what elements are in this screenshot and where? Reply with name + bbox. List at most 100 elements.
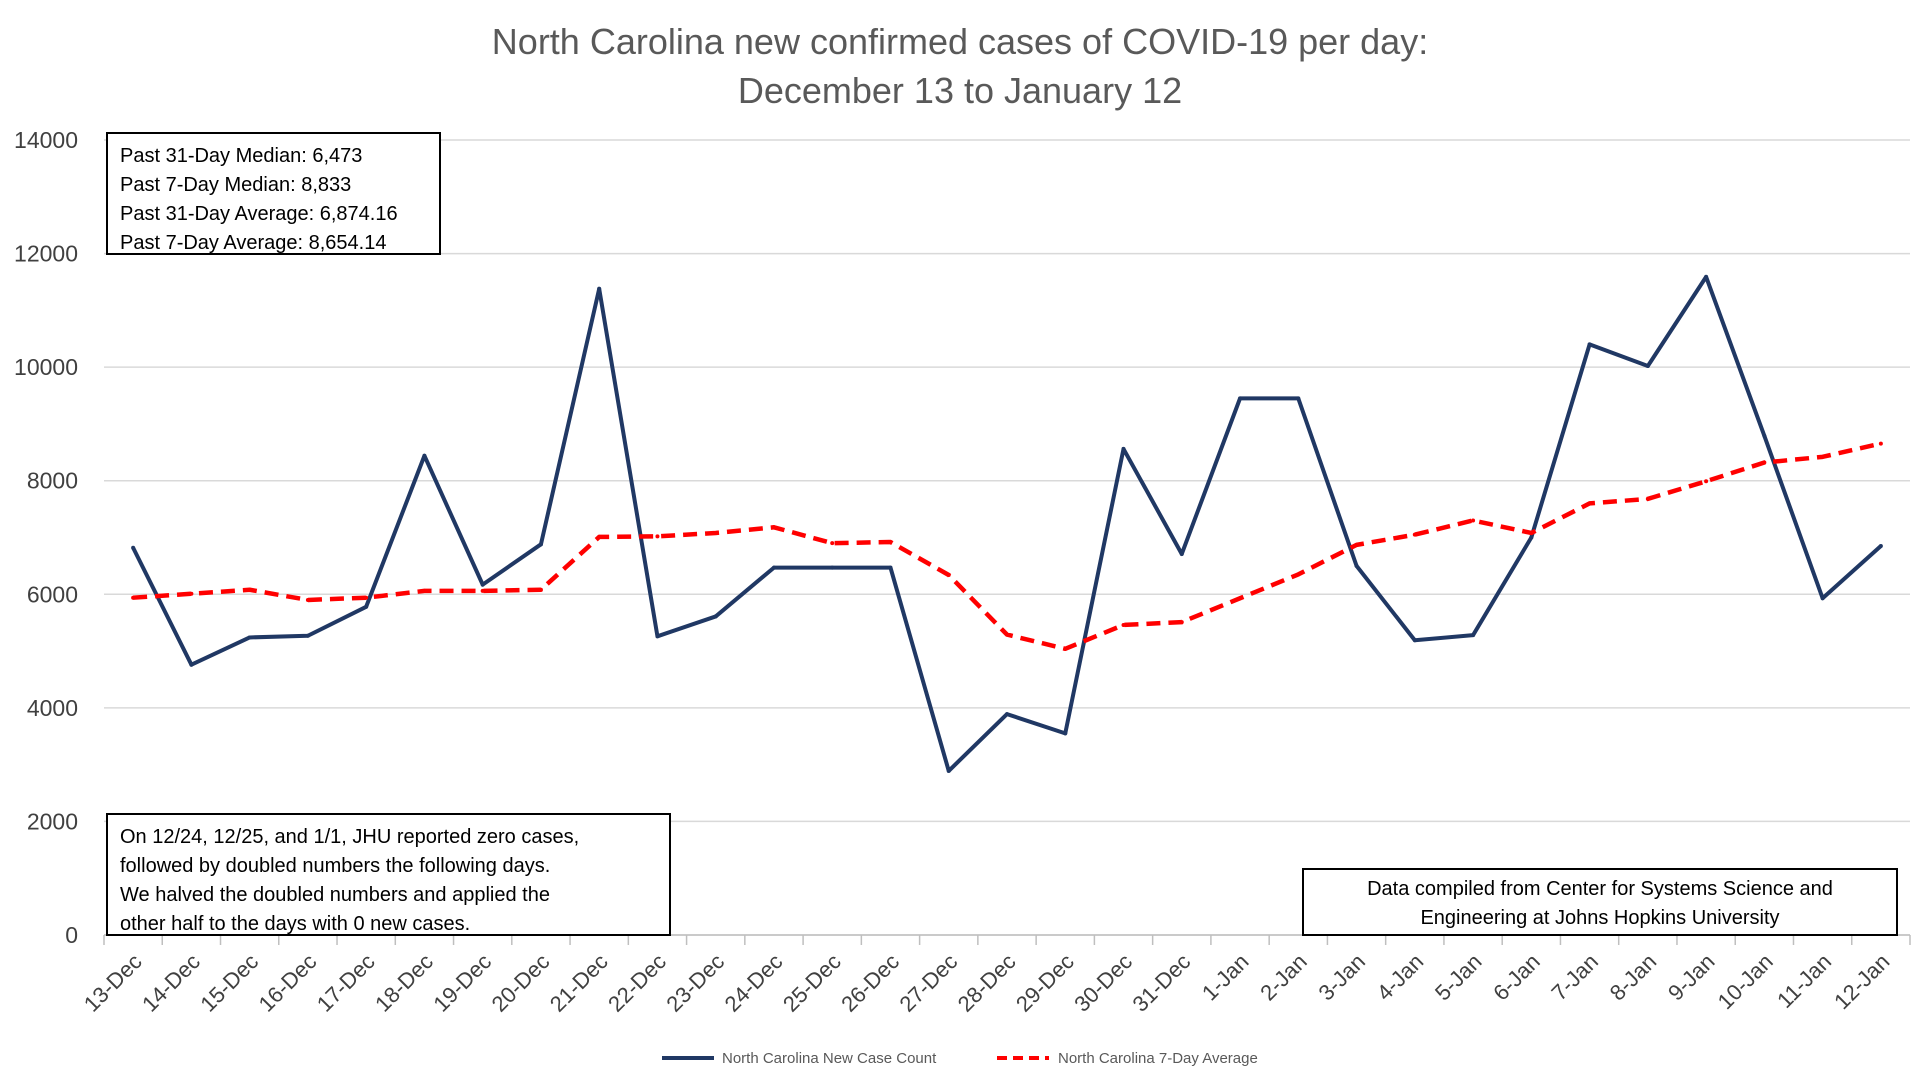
x-tick-label: 26-Dec [836,949,904,1017]
average-point [1645,496,1650,501]
x-tick-label: 18-Dec [370,949,438,1017]
x-tick-label: 27-Dec [894,949,962,1017]
y-tick-label: 12000 [14,241,78,267]
average-point [1005,632,1009,637]
note-line: other half to the days with 0 new cases. [120,913,471,935]
new-cases-point [1296,396,1301,401]
new-cases-point [1762,433,1767,438]
source-line: Engineering at Johns Hopkins University [1420,907,1780,929]
average-point [1529,530,1534,535]
x-tick-label: 16-Dec [254,949,322,1017]
new-cases-point [189,662,194,667]
average-point [1063,646,1068,651]
new-cases-point [1121,446,1126,451]
x-tick-label: 3-Jan [1313,949,1370,1006]
x-tick-label: 15-Dec [195,949,263,1017]
average-point [538,587,543,592]
stats-line: Past 31-Day Median: 6,473 [120,145,363,167]
average-point [1121,622,1126,627]
average-point [1820,454,1825,459]
average-point [305,597,310,602]
new-cases-point [422,453,427,458]
x-axis: 13-Dec14-Dec15-Dec16-Dec17-Dec18-Dec19-D… [79,934,1911,1017]
new-cases-point [1878,544,1883,549]
x-tick-label: 1-Jan [1197,949,1254,1006]
new-cases-point [946,768,951,773]
average-point [189,591,194,596]
data-source-note: Data compiled from Center for Systems Sc… [1302,868,1898,936]
x-tick-label: 4-Jan [1372,949,1429,1006]
average-point [771,525,776,530]
x-tick-label: 11-Jan [1772,949,1836,1013]
new-cases-point [1471,633,1476,638]
average-point [1878,441,1883,446]
average-point [247,587,252,592]
legend-label-7-day-average: North Carolina 7-Day Average [1058,1050,1258,1067]
series-line-7-day-average [132,441,1882,652]
y-tick-label: 10000 [14,354,78,380]
x-tick-label: 14-Dec [137,949,205,1017]
average-point [1704,479,1709,484]
y-tick-label: 14000 [14,127,78,153]
average-point [597,534,602,539]
average-point [364,595,369,600]
average-point [830,541,835,546]
new-cases-point [1587,342,1592,347]
new-cases-point [713,614,718,619]
x-tick-label: 29-Dec [1011,949,1079,1017]
y-tick-label: 8000 [27,468,78,494]
y-tick-label: 6000 [27,581,78,607]
average-point [1412,532,1417,537]
x-tick-label: 10-Jan [1713,949,1778,1014]
new-cases-point [131,545,136,550]
note-line: On 12/24, 12/25, and 1/1, JHU reported z… [120,826,580,848]
new-cases-point [1354,563,1359,568]
x-tick-label: 2-Jan [1255,949,1312,1006]
x-tick-label: 7-Jan [1547,949,1604,1006]
average-point [655,534,660,539]
x-tick-label: 9-Jan [1663,949,1720,1006]
stats-annotation-box: Past 31-Day Median: 6,473 Past 7-Day Med… [106,132,441,255]
stats-line: Past 31-Day Average: 6,874.16 [120,203,398,225]
chart-title-line-1: North Carolina new confirmed cases of CO… [492,21,1428,62]
x-tick-label: 6-Jan [1488,949,1545,1006]
new-cases-point [247,635,252,640]
x-tick-label: 13-Dec [79,949,147,1017]
chart-title-line-2: December 13 to January 12 [738,70,1182,111]
y-tick-label: 4000 [27,695,78,721]
average-point [1354,542,1359,547]
y-tick-label: 2000 [27,808,78,834]
average-point [131,595,136,600]
average-point [1296,572,1301,577]
series-line-new-cases [131,274,1883,773]
x-tick-label: 28-Dec [953,949,1021,1017]
new-cases-point [830,565,835,570]
new-cases-point [538,542,543,547]
x-tick-label: 22-Dec [603,949,671,1017]
new-cases-point [771,565,776,570]
average-point [480,588,485,593]
average-point [1762,460,1767,465]
new-cases-point [305,633,310,638]
average-point [1238,596,1243,601]
average-point [1179,620,1184,625]
x-tick-label: 31-Dec [1127,949,1195,1017]
x-tick-label: 24-Dec [720,949,788,1017]
average-point [888,540,893,545]
average-point [1587,501,1592,506]
note-line: followed by doubled numbers the followin… [120,855,551,877]
series-lines [131,274,1883,773]
note-line: We halved the doubled numbers and applie… [120,884,550,906]
new-cases-point [1005,712,1009,717]
x-tick-label: 30-Dec [1069,949,1137,1017]
stats-line: Past 7-Day Average: 8,654.14 [120,232,387,254]
average-point [713,530,718,535]
new-cases-point [888,565,893,570]
average-point [1471,518,1476,523]
average-point [422,588,427,593]
jhu-zero-case-note: On 12/24, 12/25, and 1/1, JHU reported z… [106,813,671,936]
y-tick-label: 0 [65,922,78,948]
y-axis: 0 2000 4000 6000 8000 10000 12000 14000 [14,127,78,948]
new-cases-point [1529,535,1534,540]
x-tick-label: 23-Dec [661,949,729,1017]
